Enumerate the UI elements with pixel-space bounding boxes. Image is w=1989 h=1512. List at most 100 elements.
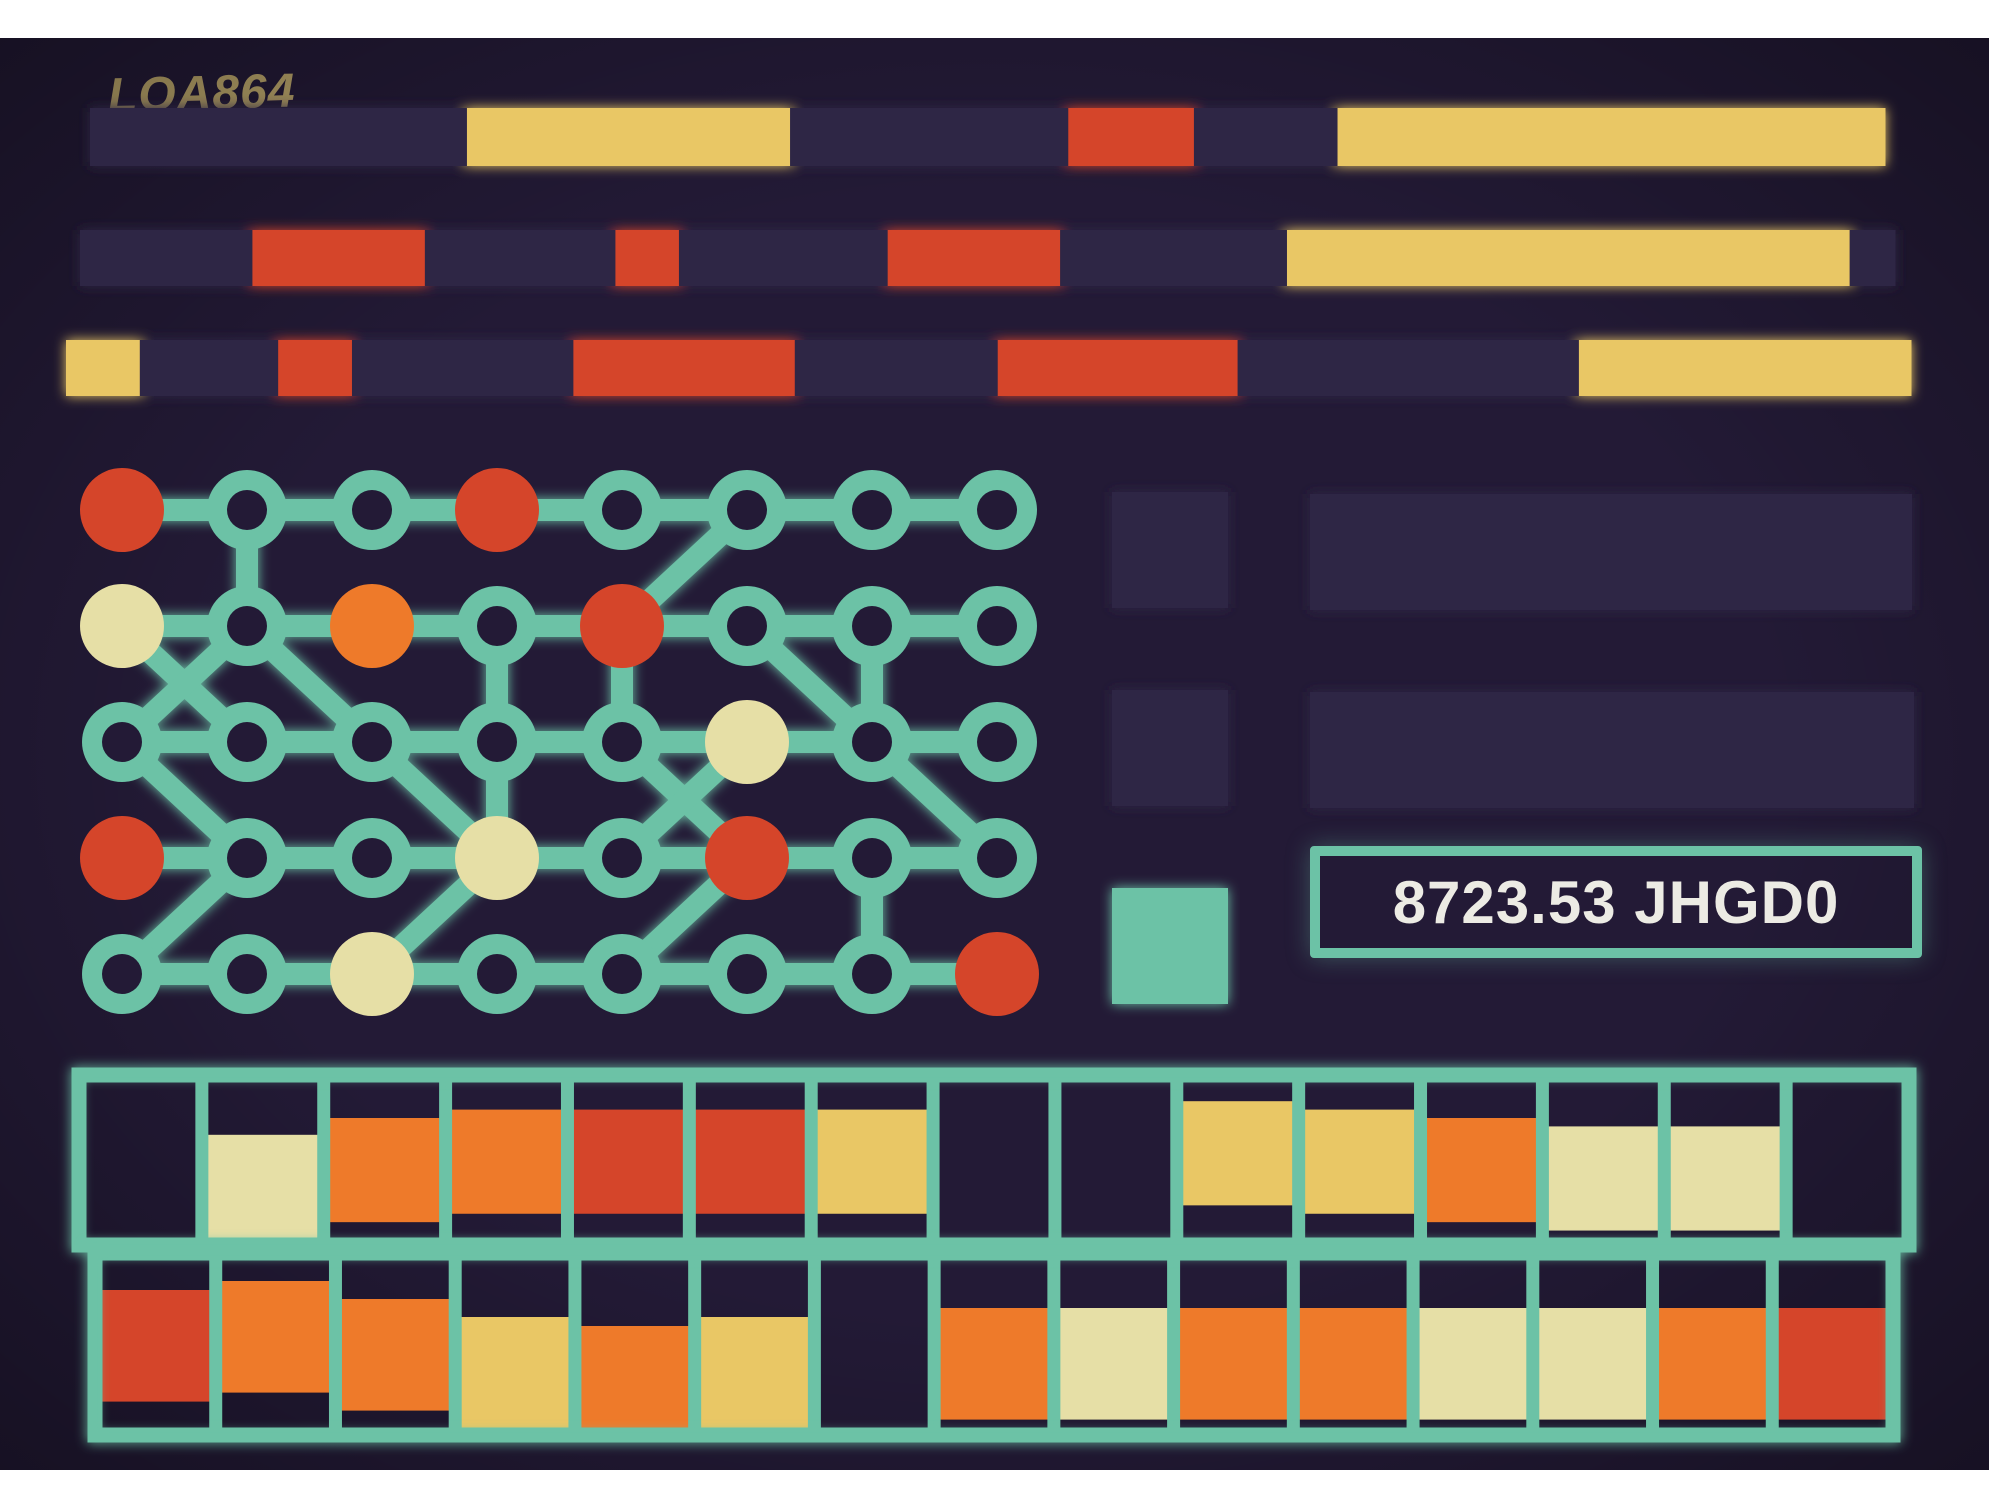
level-cell [1298, 1075, 1422, 1245]
level-strips [71, 1067, 1917, 1443]
level-fill [940, 1308, 1048, 1420]
level-cell [1053, 1253, 1175, 1435]
bar-segment [1286, 230, 1851, 286]
level-cell [1054, 1075, 1178, 1245]
level-cell [334, 1253, 456, 1435]
level-fill [461, 1317, 569, 1428]
level-cell-frame [1412, 1253, 1534, 1435]
node-lit [455, 468, 539, 552]
level-cell [1532, 1253, 1654, 1435]
nodes [80, 468, 1039, 1016]
level-cell-frame [445, 1075, 568, 1245]
node-lit [580, 584, 664, 668]
node-hole [477, 954, 517, 994]
status-bars [66, 108, 1912, 396]
node-hole [852, 606, 892, 646]
level-cell-frame [1053, 1253, 1175, 1435]
level-cell-frame [566, 1075, 690, 1245]
node-hole [477, 606, 517, 646]
bar-segment [1068, 108, 1195, 166]
node-network [80, 468, 1039, 1016]
bar-segment [90, 108, 468, 166]
level-cell [688, 1075, 812, 1245]
level-fill [817, 1109, 928, 1214]
level-fill [1182, 1101, 1293, 1206]
level-cell-frame [1298, 1075, 1422, 1245]
level-fill [329, 1118, 440, 1223]
level-fill [207, 1134, 318, 1238]
node-lit [955, 932, 1039, 1016]
level-cell [1663, 1075, 1787, 1245]
level-cell [574, 1253, 696, 1435]
node-hole [852, 722, 892, 762]
node-lit [330, 932, 414, 1016]
bar-segment [615, 230, 680, 286]
level-cell [445, 1075, 568, 1245]
level-fill [1059, 1308, 1168, 1420]
level-cell [1420, 1075, 1543, 1245]
bar-segment [1849, 230, 1896, 286]
level-cell-frame [334, 1253, 456, 1435]
side-panel-2 [1310, 692, 1914, 808]
level-cell [215, 1253, 336, 1435]
node-hole [602, 722, 642, 762]
level-cell [1652, 1253, 1773, 1435]
node-hole [352, 838, 392, 878]
level-fill [695, 1109, 806, 1214]
level-cell [1541, 1075, 1665, 1245]
bar-segment [351, 340, 574, 396]
bar-segment [678, 230, 889, 286]
level-cell-frame [1663, 1075, 1787, 1245]
node-lit [705, 700, 789, 784]
level-cell-frame [1054, 1075, 1178, 1245]
bar-segment [424, 230, 616, 286]
level-cell [566, 1075, 690, 1245]
level-cell-frame [933, 1253, 1055, 1435]
node-hole [727, 490, 767, 530]
bar-segment [573, 340, 796, 396]
level-cell-frame [932, 1075, 1056, 1245]
node-lit [455, 816, 539, 900]
node-hole [977, 838, 1017, 878]
level-cell-frame [1785, 1075, 1909, 1245]
level-strip-2 [87, 1245, 1901, 1443]
level-cell-frame [201, 1075, 325, 1245]
level-cell-frame [1532, 1253, 1654, 1435]
bar-segment [887, 230, 1061, 286]
side-square-1 [1112, 492, 1228, 608]
level-cell-frame [1176, 1075, 1300, 1245]
side-square-3 [1112, 888, 1228, 1004]
node-lit [80, 816, 164, 900]
level-cell [813, 1253, 935, 1435]
level-cell-frame [1541, 1075, 1665, 1245]
level-cell-frame [1420, 1075, 1543, 1245]
node-hole [102, 722, 142, 762]
level-cell-frame [810, 1075, 934, 1245]
level-cell [201, 1075, 325, 1245]
node-hole [727, 954, 767, 994]
node-hole [477, 722, 517, 762]
level-cell [95, 1253, 217, 1435]
level-cell [694, 1253, 815, 1435]
level-cell [323, 1075, 447, 1245]
level-cell [1173, 1253, 1294, 1435]
status-bar-3 [66, 340, 1912, 396]
node-hole [227, 954, 267, 994]
level-cell [1785, 1075, 1909, 1245]
level-fill [1658, 1308, 1767, 1420]
level-fill [1299, 1308, 1408, 1420]
bar-segment [1060, 230, 1288, 286]
level-fill [451, 1109, 562, 1214]
node-hole [227, 606, 267, 646]
node-lit [80, 468, 164, 552]
level-cell [1176, 1075, 1300, 1245]
level-cell-frame [1292, 1253, 1414, 1435]
level-fill [573, 1109, 684, 1214]
level-cell-frame [323, 1075, 447, 1245]
node-lit [80, 584, 164, 668]
node-hole [227, 838, 267, 878]
level-cell [1292, 1253, 1414, 1435]
readout-display: 8723.53 JHGD0 [1310, 846, 1922, 958]
level-cell-frame [1173, 1253, 1294, 1435]
level-cell [79, 1075, 203, 1245]
